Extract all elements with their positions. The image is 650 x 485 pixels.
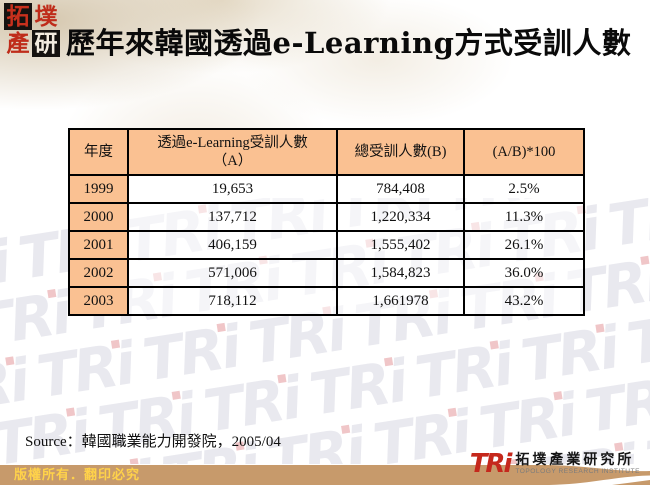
watermark-text: TRi	[641, 415, 650, 464]
tri-logo: TRi 拓墣產業研究所 TOPOLOGY RESEARCH INSTITUTE	[470, 451, 640, 477]
watermark-text: TRi	[0, 228, 13, 310]
table-header-subline: （A）	[212, 153, 253, 169]
table-cell: 1,220,334	[336, 202, 465, 232]
page-title: 歷年來韓國透過e-Learning方式受訓人數	[66, 26, 632, 60]
corner-logo-char: 墣	[34, 3, 58, 30]
year-cell: 2001	[68, 230, 129, 260]
table-header-cell: 年度	[68, 128, 129, 176]
corner-logo-char: 研	[32, 30, 60, 57]
watermark-text: TRi	[516, 313, 622, 396]
table-cell: 19,653	[127, 174, 338, 204]
watermark-text: TRi	[304, 346, 410, 429]
table-cell: 26.1%	[463, 230, 585, 260]
table-row: 2001 406,159 1,555,402 26.1%	[68, 230, 585, 260]
year-cell: 2000	[68, 202, 129, 232]
table-cell: 406,159	[127, 230, 338, 260]
watermark-text: TRi	[138, 312, 243, 395]
watermark-text: TRi	[622, 297, 650, 379]
table-cell: 1,555,402	[336, 230, 465, 260]
table-header-cell: 總受訓人數(B)	[336, 128, 465, 176]
table-header-cell: (A/B)*100	[463, 128, 585, 176]
year-cell: 2002	[68, 258, 129, 288]
table-cell: 43.2%	[463, 286, 585, 316]
tri-logo-name-cn: 拓墣產業研究所	[515, 451, 635, 468]
table-row: 2003 718,112 1,661978 43.2%	[68, 286, 585, 316]
watermark-text: TRi	[0, 279, 73, 361]
footer-swoosh	[0, 465, 650, 485]
table-cell: 36.0%	[463, 258, 585, 288]
source-text: Source：韓國職業能力開發院，2005/04	[25, 434, 281, 450]
table-body: 1999 19,653 784,408 2.5% 2000 137,712 1,220,33…	[68, 174, 585, 316]
table-header-row: 年度 透過e-Learning受訓人數 （A） 總受訓人數(B) (A/B)*100	[68, 128, 585, 176]
watermark-text: TRi	[32, 329, 138, 412]
watermark-text: TRi	[410, 330, 516, 413]
watermark-text: TRi	[369, 398, 474, 464]
corner-logo-char: 拓	[4, 3, 32, 30]
watermark-text: TRi	[604, 198, 650, 260]
corner-logo-char: 產	[6, 30, 30, 57]
table-cell: 784,408	[336, 174, 465, 204]
table-cell: 718,112	[127, 286, 338, 316]
corner-logo: 拓 墣 產 研	[4, 3, 60, 57]
table-cell: 137,712	[127, 202, 338, 232]
year-cell: 2003	[68, 286, 129, 316]
table-header-cell: 透過e-Learning受訓人數 （A）	[127, 128, 338, 176]
watermark-text: TRi	[0, 397, 92, 464]
table-cell: 1,661978	[336, 286, 465, 316]
table-row: 2000 137,712 1,220,334 11.3%	[68, 202, 585, 232]
copyright-text: 版權所有．翻印必究	[14, 467, 141, 482]
watermark-text: TRi	[580, 364, 650, 446]
year-cell: 1999	[68, 174, 129, 204]
table-cell: 11.3%	[463, 202, 585, 232]
tri-logo-mark: TRi	[469, 449, 513, 479]
table-cell: 2.5%	[463, 174, 585, 204]
table-cell: 1,584,823	[336, 258, 465, 288]
table-row: 1999 19,653 784,408 2.5%	[68, 174, 585, 204]
tri-logo-name-en: TOPOLOGY RESEARCH INSTITUTE	[515, 467, 640, 475]
table-cell: 571,006	[127, 258, 338, 288]
training-data-table: 年度 透過e-Learning受訓人數 （A） 總受訓人數(B) (A/B)*100 1…	[68, 128, 585, 316]
table-row: 2002 571,006 1,584,823 36.0%	[68, 258, 585, 288]
watermark-text: TRi	[0, 346, 31, 428]
